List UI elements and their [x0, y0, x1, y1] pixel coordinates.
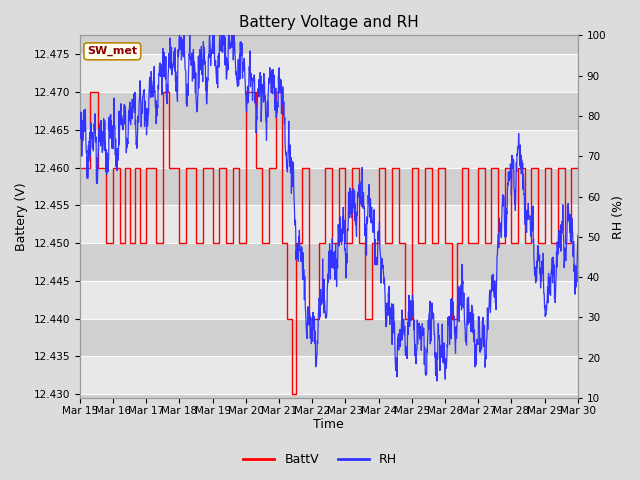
Bar: [80, 54, 578, 92]
Y-axis label: RH (%): RH (%): [612, 195, 625, 239]
Bar: [80, 168, 578, 205]
Title: Battery Voltage and RH: Battery Voltage and RH: [239, 15, 419, 30]
Bar: [80, 281, 578, 319]
X-axis label: Time: Time: [314, 419, 344, 432]
Y-axis label: Battery (V): Battery (V): [15, 182, 28, 251]
Bar: [80, 92, 578, 130]
Bar: [80, 319, 578, 357]
Text: SW_met: SW_met: [87, 46, 138, 57]
Bar: [80, 205, 578, 243]
Legend: BattV, RH: BattV, RH: [238, 448, 402, 471]
Bar: [80, 357, 578, 394]
Bar: [80, 243, 578, 281]
Bar: [80, 130, 578, 168]
